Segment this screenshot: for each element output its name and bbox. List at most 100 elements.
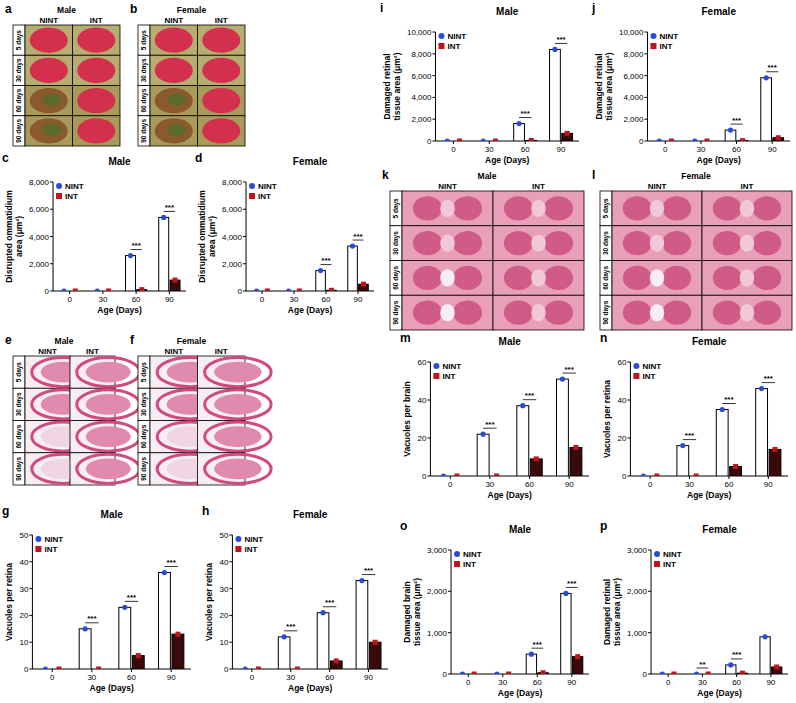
significance: *** — [764, 374, 774, 383]
panel-letter: b — [130, 2, 137, 16]
row-label: 60 days — [392, 266, 400, 290]
lobe — [453, 300, 482, 324]
significance: *** — [131, 241, 141, 250]
y-axis — [651, 550, 652, 674]
x-tick — [136, 291, 137, 294]
row-label-cell — [13, 453, 25, 485]
y-axis-title-line: Damaged retinal — [594, 53, 604, 119]
x-tick — [736, 141, 737, 144]
bar — [526, 654, 536, 674]
chart-panel: p01,0002,0003,000Damaged retinaltissue a… — [600, 519, 788, 698]
eye — [155, 58, 193, 83]
y-tick-label: 6,000 — [623, 72, 644, 81]
point — [173, 278, 178, 283]
eye — [30, 88, 68, 113]
bar — [158, 573, 170, 669]
y-axis-title: Vacuoles per retina — [602, 380, 612, 458]
row-label-cell — [13, 25, 25, 55]
x-tick-label: 30 — [485, 145, 494, 154]
retina — [77, 358, 140, 387]
x-tick — [294, 291, 295, 294]
significance: *** — [167, 558, 177, 567]
x-axis-title: Age (Days) — [687, 490, 732, 500]
y-tick-label: 0 — [643, 670, 648, 679]
chart-title: Male — [101, 509, 124, 520]
x-axis-title: Age (Days) — [498, 688, 543, 698]
point — [96, 667, 101, 670]
x-tick — [468, 674, 469, 677]
y-axis-title: Damaged retinaltissue area (μm²) — [594, 52, 614, 120]
y-axis-title-line: tissue area (μm²) — [604, 52, 614, 120]
photo — [150, 25, 198, 55]
eye — [202, 27, 240, 52]
y-axis-title-line: Damaged retinal — [382, 53, 392, 119]
row-label-cell — [13, 116, 25, 146]
bar — [369, 642, 381, 669]
photo — [493, 261, 584, 296]
bar — [760, 637, 770, 674]
x-tick-label: 90 — [167, 673, 176, 682]
bars — [460, 591, 583, 674]
point — [106, 289, 111, 292]
row-label-cell — [138, 116, 150, 146]
bar — [317, 613, 329, 669]
bars — [254, 243, 368, 291]
row-label: 30 days — [602, 231, 610, 255]
photo — [493, 191, 584, 226]
point — [762, 634, 767, 639]
image-title: Male — [478, 171, 497, 181]
row-label-cell — [138, 25, 150, 55]
y-tick-label: 1,000 — [427, 629, 448, 638]
row-label-cell — [390, 226, 402, 261]
panel-letter: n — [600, 331, 607, 345]
lobe — [623, 196, 652, 220]
point — [282, 634, 287, 639]
legend-label: NINT — [44, 535, 63, 544]
x-tick — [772, 141, 773, 144]
y-tick-label: 6,000 — [411, 72, 432, 81]
significance: *** — [521, 109, 531, 118]
point — [573, 445, 578, 450]
column-head: INT — [532, 182, 545, 191]
bars — [657, 75, 784, 141]
point — [454, 474, 459, 477]
legend-label: NINT — [447, 32, 466, 41]
bar — [556, 379, 568, 476]
y-tick-label: 20 — [418, 434, 427, 443]
bars — [61, 215, 180, 291]
point — [318, 268, 323, 273]
x-axis-title: Age (Days) — [697, 155, 742, 165]
point — [654, 474, 659, 477]
bar — [125, 256, 135, 291]
bars — [43, 570, 184, 669]
point — [669, 139, 674, 142]
panel-letter: m — [400, 331, 411, 345]
row-label: 5 days — [140, 362, 148, 383]
row-label: 90 days — [140, 119, 148, 143]
photo — [402, 261, 493, 296]
panel-letter: o — [400, 519, 407, 533]
image-panel: eMaleNINTINT5 days30 days60 days90 days — [5, 333, 140, 485]
image-panel: lFemaleNINTINT5 days30 days60 days90 day… — [592, 168, 792, 330]
y-axis-title-line: Disrupted ommatidium — [197, 190, 207, 283]
point — [128, 253, 133, 258]
point — [692, 138, 697, 141]
chart-panel: n0204060Vacuoles per retinaFemale0306090… — [600, 331, 788, 500]
x-tick — [52, 669, 53, 672]
y-tick-label: 50 — [20, 531, 29, 540]
y-tick-label: 40 — [618, 396, 627, 405]
lesion — [167, 124, 186, 136]
row-label: 60 days — [15, 88, 23, 112]
x-tick-label: 0 — [50, 673, 55, 682]
lobe — [713, 300, 742, 324]
x-tick — [329, 669, 330, 672]
column-head: INT — [215, 347, 228, 356]
eye — [77, 88, 115, 113]
y-tick-label: 30 — [20, 585, 29, 594]
legend-label: INT — [244, 545, 257, 554]
retina — [205, 390, 272, 419]
point — [361, 282, 366, 287]
x-tick-label: 30 — [698, 678, 707, 687]
row-label: 30 days — [140, 58, 148, 82]
point — [575, 654, 580, 659]
